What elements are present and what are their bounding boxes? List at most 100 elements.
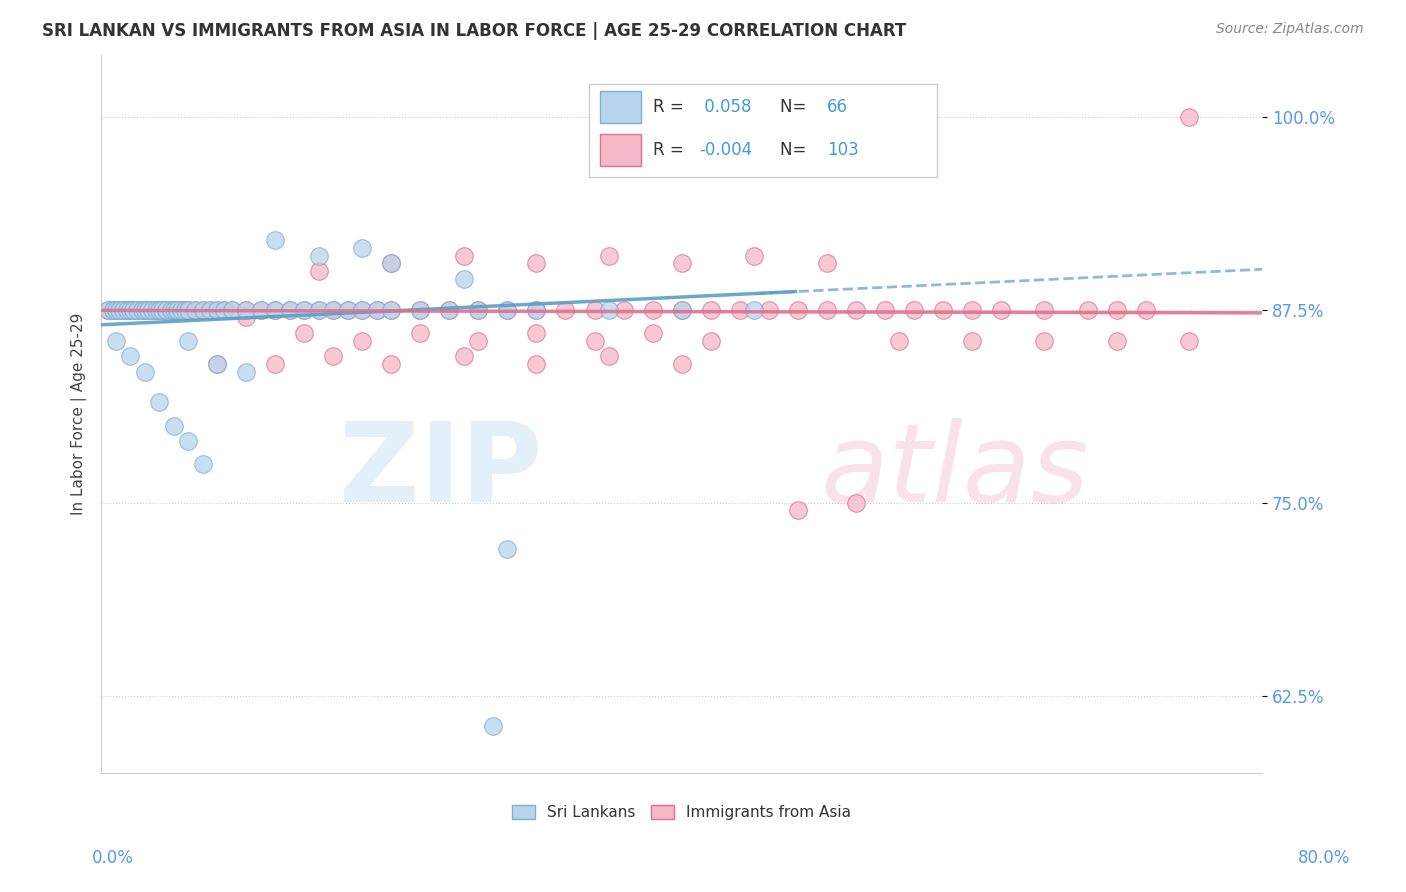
Point xyxy=(815,256,838,270)
Point xyxy=(148,395,170,409)
Point xyxy=(170,302,193,317)
Point xyxy=(1077,302,1099,317)
Point xyxy=(380,256,402,270)
Point xyxy=(352,302,374,317)
Point xyxy=(322,349,344,363)
Point xyxy=(134,302,156,317)
Point xyxy=(366,302,388,317)
Point xyxy=(352,334,374,348)
Point xyxy=(352,302,374,317)
Text: SRI LANKAN VS IMMIGRANTS FROM ASIA IN LABOR FORCE | AGE 25-29 CORRELATION CHART: SRI LANKAN VS IMMIGRANTS FROM ASIA IN LA… xyxy=(42,22,907,40)
Point xyxy=(264,302,287,317)
Point xyxy=(177,334,200,348)
Point xyxy=(612,302,634,317)
Point xyxy=(439,302,461,317)
Point xyxy=(889,334,911,348)
Point xyxy=(264,302,287,317)
Point xyxy=(166,302,188,317)
FancyBboxPatch shape xyxy=(589,84,936,178)
Point xyxy=(598,302,620,317)
Point xyxy=(163,418,186,433)
Point xyxy=(150,302,173,317)
Point xyxy=(131,302,153,317)
Point xyxy=(439,302,461,317)
Point xyxy=(148,302,170,317)
Point xyxy=(308,249,330,263)
Point xyxy=(467,334,489,348)
Point xyxy=(960,302,983,317)
Point xyxy=(145,302,167,317)
Point xyxy=(159,302,181,317)
Point xyxy=(598,349,620,363)
Point xyxy=(671,357,693,371)
Point xyxy=(641,302,664,317)
Point xyxy=(111,302,134,317)
Point xyxy=(409,326,432,340)
Point xyxy=(177,302,200,317)
Point xyxy=(104,302,127,317)
Point xyxy=(205,302,228,317)
Point xyxy=(671,302,693,317)
Point xyxy=(671,256,693,270)
Point xyxy=(174,302,197,317)
Point xyxy=(131,302,153,317)
Point xyxy=(278,302,301,317)
Text: ZIP: ZIP xyxy=(339,417,543,524)
Point xyxy=(583,334,606,348)
Point xyxy=(598,249,620,263)
Point xyxy=(122,302,145,317)
Point xyxy=(163,302,186,317)
Text: Source: ZipAtlas.com: Source: ZipAtlas.com xyxy=(1216,22,1364,37)
Point xyxy=(1178,110,1201,124)
Point xyxy=(932,302,955,317)
Text: 0.0%: 0.0% xyxy=(91,849,134,867)
Point xyxy=(107,302,129,317)
Text: R =: R = xyxy=(652,141,689,159)
Point xyxy=(758,302,780,317)
Text: 80.0%: 80.0% xyxy=(1298,849,1350,867)
Point xyxy=(104,302,127,317)
Point xyxy=(453,272,475,286)
Point xyxy=(496,541,519,556)
Point xyxy=(583,302,606,317)
Point xyxy=(699,334,721,348)
Point xyxy=(453,349,475,363)
Point xyxy=(292,326,315,340)
Point xyxy=(127,302,149,317)
Point xyxy=(145,302,167,317)
Point xyxy=(873,302,896,317)
Point xyxy=(214,302,236,317)
Point xyxy=(1178,334,1201,348)
Point xyxy=(155,302,177,317)
Text: -0.004: -0.004 xyxy=(699,141,752,159)
Point xyxy=(366,302,388,317)
Point xyxy=(174,302,197,317)
Point xyxy=(148,302,170,317)
Point xyxy=(786,503,808,517)
Point xyxy=(214,302,236,317)
Text: 0.058: 0.058 xyxy=(699,98,751,116)
Point xyxy=(380,302,402,317)
Point xyxy=(336,302,359,317)
Point xyxy=(1135,302,1157,317)
Point xyxy=(205,357,228,371)
Point xyxy=(127,302,149,317)
Point xyxy=(177,302,200,317)
Text: N=: N= xyxy=(780,141,811,159)
Point xyxy=(380,357,402,371)
Point xyxy=(235,302,257,317)
Point xyxy=(496,302,519,317)
Point xyxy=(155,302,177,317)
Point xyxy=(786,302,808,317)
Point xyxy=(322,302,344,317)
Text: R =: R = xyxy=(652,98,689,116)
Point xyxy=(1105,302,1128,317)
Point xyxy=(184,302,207,317)
Point xyxy=(141,302,163,317)
Point xyxy=(249,302,271,317)
Point xyxy=(264,233,287,247)
Point xyxy=(120,302,142,317)
Point xyxy=(235,364,257,378)
Point xyxy=(136,302,159,317)
Point xyxy=(205,302,228,317)
